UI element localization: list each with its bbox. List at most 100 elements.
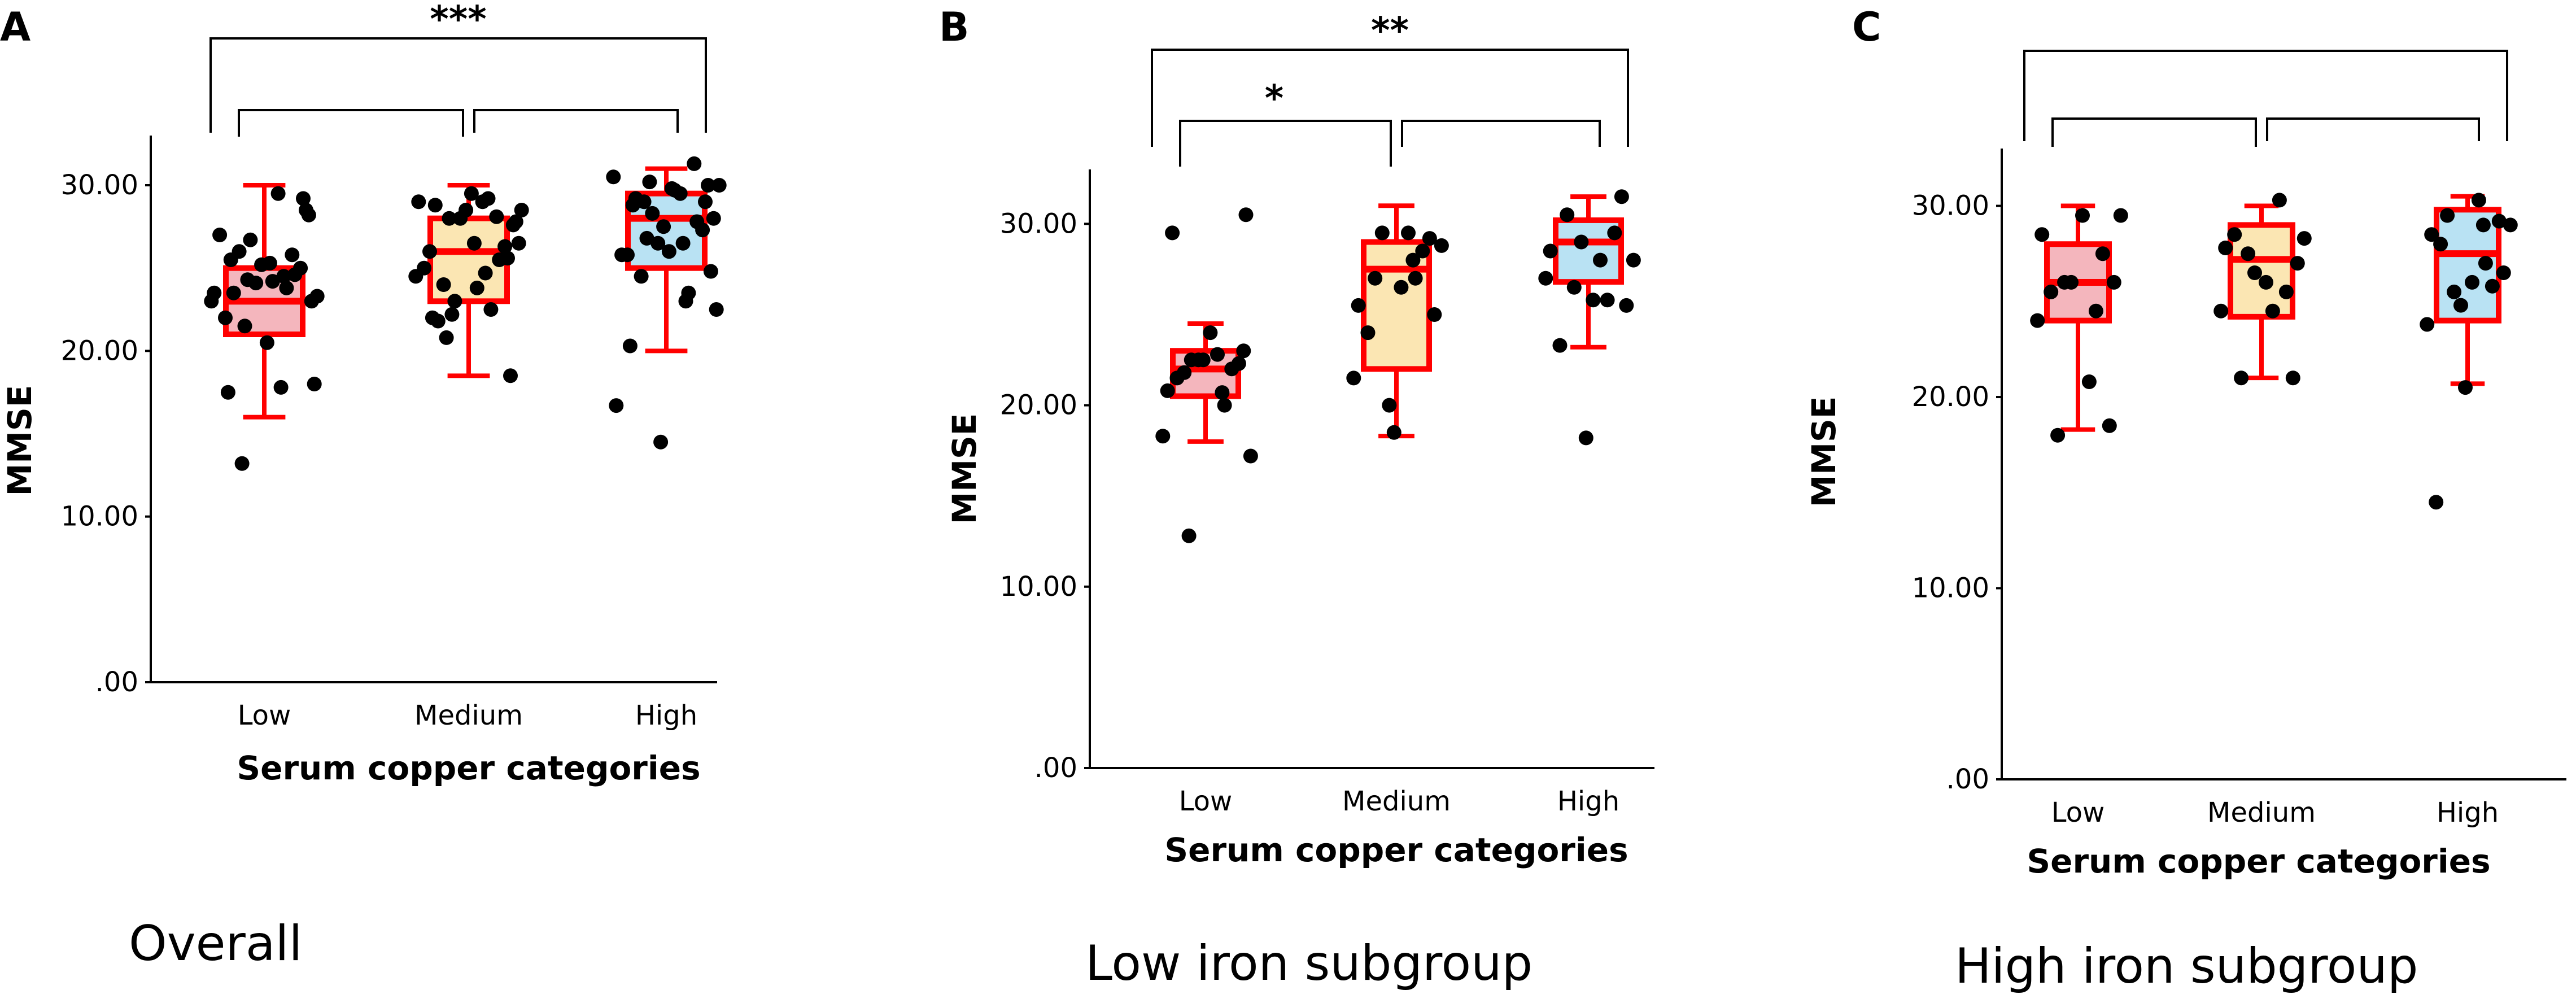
data-point	[2272, 193, 2287, 208]
data-point	[1160, 383, 1175, 398]
data-point	[259, 335, 274, 350]
data-point	[2453, 298, 2468, 313]
data-point	[2044, 284, 2059, 299]
data-point	[444, 307, 460, 322]
data-point	[273, 380, 289, 395]
data-point	[511, 236, 526, 251]
panel-caption: High iron subgroup	[1955, 938, 2418, 995]
data-point	[2296, 231, 2312, 246]
data-point	[1346, 370, 1361, 386]
data-point	[427, 198, 443, 213]
bracket-medium-high	[2266, 117, 2480, 141]
data-point	[1614, 189, 1629, 204]
data-point	[695, 223, 710, 238]
data-point	[661, 244, 676, 259]
data-point	[1177, 365, 1192, 380]
data-point	[1566, 280, 1582, 295]
y-tick-label: 20.00	[1912, 381, 1989, 413]
data-point	[204, 294, 219, 309]
bracket-low-medium	[1179, 120, 1392, 167]
data-point	[1543, 243, 1558, 259]
data-point	[237, 319, 252, 334]
data-point	[2290, 256, 2305, 271]
data-point	[2503, 217, 2518, 233]
axes	[145, 136, 717, 683]
y-tick-label: 10.00	[1000, 571, 1077, 603]
data-point	[1165, 225, 1180, 241]
data-point	[508, 214, 523, 229]
x-tick-labels: Low Medium High	[238, 700, 697, 731]
bracket-low-medium	[2051, 117, 2257, 147]
data-point	[2081, 374, 2097, 389]
data-points	[1155, 189, 1641, 543]
data-point	[1215, 385, 1230, 400]
data-point	[254, 257, 269, 272]
data-point	[2478, 256, 2493, 271]
data-point	[667, 182, 682, 198]
y-tick-label: 10.00	[61, 501, 138, 533]
data-point	[1434, 238, 1449, 253]
y-tick-labels: .00 10.00 20.00 30.00	[1912, 190, 1989, 795]
data-point	[2088, 303, 2103, 319]
data-point	[2034, 227, 2050, 242]
data-point	[2050, 428, 2066, 443]
data-point	[622, 338, 638, 354]
data-point	[2496, 265, 2511, 280]
data-point	[459, 203, 474, 217]
data-point	[232, 244, 247, 259]
data-point	[2095, 246, 2110, 261]
panel-label: C	[1852, 4, 1881, 50]
y-tick-label: 30.00	[1912, 190, 1989, 222]
data-point	[1386, 425, 1401, 440]
data-point	[436, 277, 451, 292]
data-point	[299, 203, 313, 217]
data-point	[1607, 225, 1622, 241]
data-point	[2420, 317, 2435, 332]
x-tick-label: High	[2437, 797, 2499, 828]
bracket-low-high	[2023, 50, 2508, 141]
significance-label: *	[1265, 78, 1283, 120]
x-tick-label: Medium	[1342, 786, 1451, 817]
y-tick-labels: .00 10.00 20.00 30.00	[61, 169, 138, 698]
data-point	[265, 274, 280, 289]
x-tick-label: Medium	[414, 700, 523, 731]
panel-label: B	[939, 4, 969, 50]
data-point	[464, 186, 479, 201]
data-point	[642, 175, 657, 190]
panel-caption: Overall	[129, 915, 302, 972]
data-point	[469, 280, 484, 295]
data-point	[293, 260, 308, 276]
data-point	[606, 169, 621, 185]
data-point	[2491, 213, 2507, 229]
data-point	[489, 209, 504, 224]
data-point	[296, 191, 311, 206]
data-point	[1401, 225, 1416, 241]
data-point	[1422, 231, 1437, 246]
data-point	[1408, 271, 1423, 286]
data-point	[2278, 284, 2294, 299]
data-point	[709, 302, 724, 317]
data-point	[276, 269, 291, 284]
data-point	[2241, 246, 2256, 261]
data-point	[620, 247, 635, 263]
data-point	[304, 294, 319, 309]
data-point	[422, 244, 437, 259]
data-point	[2064, 274, 2079, 290]
data-point	[711, 178, 727, 193]
data-point	[645, 206, 660, 221]
y-tick-label: 30.00	[1000, 208, 1077, 239]
data-point	[706, 211, 721, 226]
data-point	[408, 269, 423, 284]
data-point	[2475, 217, 2491, 233]
x-tick-label: Low	[1179, 786, 1233, 817]
data-point	[1210, 347, 1225, 362]
data-point	[1415, 243, 1430, 259]
data-point	[1195, 352, 1211, 368]
data-point	[2265, 303, 2280, 319]
data-point	[2234, 370, 2249, 386]
data-point	[439, 330, 454, 345]
data-point	[1236, 343, 1251, 359]
x-axis-title: Serum copper categories	[237, 749, 700, 787]
